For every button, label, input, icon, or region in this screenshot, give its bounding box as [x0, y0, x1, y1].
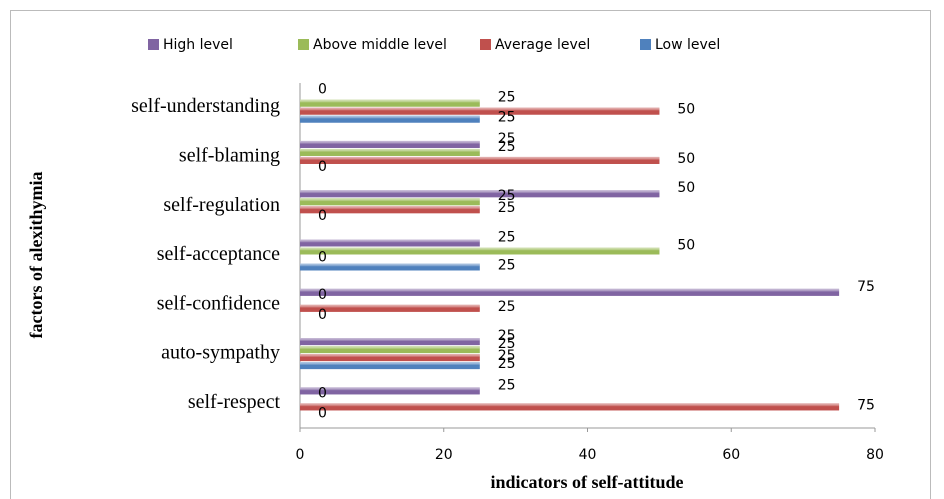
bar-shine	[300, 354, 480, 362]
chart-frame	[10, 10, 931, 499]
data-label: 25	[498, 336, 516, 352]
data-label: 0	[318, 307, 327, 323]
bar-shine	[300, 247, 660, 255]
bar-shine	[300, 338, 480, 346]
data-label: 25	[498, 188, 516, 204]
legend-swatch	[640, 39, 651, 50]
legend-swatch	[148, 39, 159, 50]
x-axis-label: indicators of self-attitude	[491, 472, 684, 492]
data-label: 25	[498, 139, 516, 155]
legend-label: Average level	[495, 37, 590, 53]
data-label: 0	[318, 82, 327, 98]
bar-shine	[300, 403, 840, 411]
bar-shine	[300, 99, 480, 107]
data-label: 25	[498, 90, 516, 106]
data-label: 50	[677, 102, 695, 118]
legend-swatch	[298, 39, 309, 50]
data-label: 0	[318, 405, 327, 421]
bar-shine	[300, 115, 480, 123]
bar-shine	[300, 190, 660, 198]
bar-shine	[300, 156, 660, 164]
bar-shine	[300, 288, 840, 296]
y-tick-label: self-acceptance	[157, 243, 280, 265]
y-tick-label: self-understanding	[131, 95, 280, 117]
bar-shine	[300, 387, 480, 395]
x-tick-label: 60	[722, 447, 740, 463]
x-tick-label: 40	[579, 447, 597, 463]
data-label: 25	[498, 258, 516, 274]
data-label: 25	[498, 131, 516, 147]
data-label: 50	[677, 151, 695, 167]
data-label: 25	[498, 348, 516, 364]
data-label: 25	[498, 110, 516, 126]
data-label: 25	[498, 328, 516, 344]
y-axis-label: factors of alexithymia	[26, 172, 46, 339]
data-label: 0	[318, 385, 327, 401]
data-label: 50	[677, 238, 695, 254]
data-label: 25	[498, 200, 516, 216]
legend-label: Above middle level	[313, 37, 447, 53]
data-label: 0	[318, 208, 327, 224]
bar-shine	[300, 263, 480, 271]
legend-swatch	[480, 39, 491, 50]
data-label: 75	[857, 397, 875, 413]
x-tick-label: 0	[296, 447, 305, 463]
data-label: 25	[498, 299, 516, 315]
bar-shine	[300, 346, 480, 354]
bar-shine	[300, 206, 480, 214]
x-tick-label: 80	[866, 447, 884, 463]
bar-shine	[300, 304, 480, 312]
data-label: 75	[857, 279, 875, 295]
y-tick-label: self-blaming	[179, 145, 280, 167]
data-label: 0	[318, 287, 327, 303]
data-label: 25	[498, 356, 516, 372]
bar-shine	[300, 362, 480, 370]
legend-label: Low level	[655, 37, 720, 53]
bar-shine	[300, 148, 480, 156]
y-tick-label: auto-sympathy	[161, 342, 280, 364]
bar-shine	[300, 107, 660, 115]
y-tick-label: self-respect	[188, 391, 281, 413]
legend-label: High level	[163, 37, 233, 53]
data-label: 50	[677, 180, 695, 196]
bar-shine	[300, 140, 480, 148]
y-tick-label: self-confidence	[157, 292, 280, 314]
bar-shine	[300, 198, 480, 206]
data-label: 25	[498, 377, 516, 393]
data-label: 0	[318, 159, 327, 175]
data-label: 0	[318, 250, 327, 266]
bar-shine	[300, 239, 480, 247]
y-tick-label: self-regulation	[163, 194, 280, 216]
x-tick-label: 20	[435, 447, 453, 463]
data-label: 25	[498, 230, 516, 246]
